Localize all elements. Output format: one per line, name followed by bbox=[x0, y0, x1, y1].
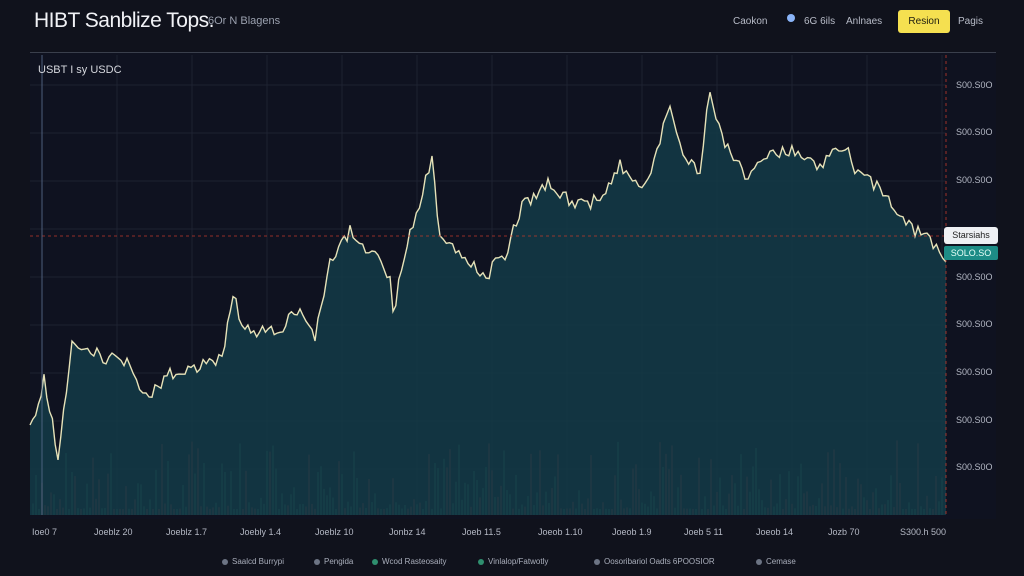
x-axis-label: Jonbz 14 bbox=[389, 527, 426, 537]
footer-bar: Saalcd Burrypi Pengida Wcod Rasteosaity … bbox=[0, 554, 1024, 572]
x-axis-label: Joeb 11.5 bbox=[462, 527, 501, 537]
price-area bbox=[30, 92, 946, 515]
register-button[interactable]: Resion bbox=[898, 10, 950, 33]
nav-item-anlnaes[interactable]: Anlnaes bbox=[846, 16, 883, 27]
dot-icon bbox=[756, 558, 762, 565]
dot-icon bbox=[478, 558, 484, 565]
x-axis-label: Joeblz 20 bbox=[94, 527, 133, 537]
dot-icon bbox=[372, 558, 378, 565]
dot-icon bbox=[594, 558, 600, 565]
footer-item[interactable]: Vinlalop/Fatwotly bbox=[478, 557, 548, 566]
y-axis-label: S00.S0O bbox=[956, 319, 993, 329]
x-axis-label: Joeob 1.9 bbox=[612, 527, 652, 537]
footer-item[interactable]: Oosoribariol Oadts 6POOSIOR bbox=[594, 557, 715, 566]
x-axis-label: S300.h 500 bbox=[900, 527, 947, 537]
brand-subtitle: 6Or N Blagens bbox=[208, 15, 281, 27]
pair-label: USBT I sy USDC bbox=[38, 64, 122, 76]
y-axis-label: S00.S0O bbox=[956, 127, 993, 137]
price-tag-value: SOLO.SO bbox=[944, 246, 998, 260]
y-axis-label: S00.S0O bbox=[956, 272, 993, 282]
top-bar: HIBT Sanblize Tops. 6Or N Blagens Caokon… bbox=[0, 0, 1024, 44]
footer-item[interactable]: Wcod Rasteosaity bbox=[372, 557, 446, 566]
x-axis-label: Joeblz 10 bbox=[315, 527, 354, 537]
footer-item[interactable]: Saalcd Burrypi bbox=[222, 557, 284, 566]
nav-item-6ils[interactable]: 6G 6ils bbox=[804, 16, 836, 27]
x-axis-label: Jozb 70 bbox=[828, 527, 860, 537]
x-axis-label: Joeob 1.10 bbox=[538, 527, 583, 537]
y-axis-label: S00.S0O bbox=[956, 415, 993, 425]
y-axis-label: S00.S0O bbox=[956, 462, 993, 472]
x-axis-label: Joeob 14 bbox=[756, 527, 794, 537]
dot-icon bbox=[222, 558, 228, 565]
brand-title: HIBT Sanblize Tops. bbox=[34, 9, 215, 32]
y-axis-label: S00.S0O bbox=[956, 80, 993, 90]
x-axis-label: Joeblz 1.7 bbox=[166, 527, 208, 537]
footer-item[interactable]: Pengida bbox=[314, 557, 353, 566]
header-divider bbox=[30, 52, 996, 53]
price-tag-label: Starsiahs bbox=[944, 227, 998, 244]
y-axis-label: S00.S0O bbox=[956, 367, 993, 377]
price-line bbox=[29, 92, 947, 461]
dot-icon bbox=[314, 558, 320, 565]
nav-item-caokon[interactable]: Caokon bbox=[733, 16, 768, 27]
dot-icon bbox=[787, 14, 795, 22]
footer-item[interactable]: Cemase bbox=[756, 557, 796, 566]
x-axis-label: Joeb 5 11 bbox=[684, 527, 723, 537]
login-link[interactable]: Pagis bbox=[958, 16, 984, 27]
y-axis-label: S00.S0O bbox=[956, 175, 993, 185]
x-axis-label: Ioe0 7 bbox=[32, 527, 58, 537]
x-axis-label: Joebly 1.4 bbox=[240, 527, 282, 537]
